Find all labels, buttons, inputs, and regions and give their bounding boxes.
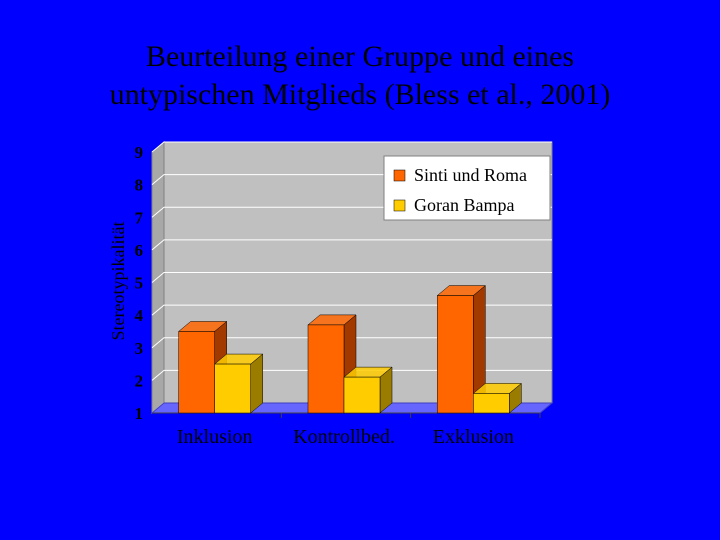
x-tick-label: Inklusion [177, 426, 253, 448]
gridline [151, 272, 552, 283]
y-tick-label: 1 [135, 404, 144, 423]
x-tick-label: Kontrollbed. [293, 426, 395, 448]
y-tick-label: 2 [135, 371, 144, 390]
gridline [151, 337, 552, 349]
y-tick-label: 9 [135, 143, 144, 162]
x-axis-ticks: Inklusion Kontrollbed. Exklusion [177, 413, 541, 448]
slide-title-line-2: untypischen Mitglieds (Bless et al., 200… [109, 78, 611, 111]
y-tick-label: 6 [135, 241, 144, 260]
legend-swatch [393, 169, 406, 182]
legend-label: Goran Bampa [414, 195, 514, 215]
gridline [151, 369, 552, 381]
bar [307, 324, 345, 414]
legend-swatch [393, 199, 406, 212]
y-axis-label: Stereotypikalität [108, 222, 128, 341]
bar [214, 363, 251, 414]
y-tick-label: 4 [135, 306, 144, 325]
slide-title-line-1: Beurteilung einer Gruppe und eines [145, 40, 575, 73]
bars [177, 285, 523, 414]
legend-label: Sinti und Roma [414, 165, 527, 185]
legend-box [383, 155, 551, 221]
gridline [151, 239, 552, 251]
bar-side [250, 353, 263, 414]
gridline [151, 304, 552, 316]
y-axis-ticks: 1 2 3 4 5 6 7 8 9 [135, 143, 144, 423]
x-tick-label: Exklusion [433, 426, 514, 448]
legend: Sinti und Roma Goran Bampa [383, 155, 551, 221]
y-tick-label: 3 [135, 339, 144, 358]
bar [437, 295, 474, 414]
bar [473, 393, 510, 414]
y-tick-label: 7 [135, 208, 144, 227]
bar [343, 376, 381, 414]
slide-title: Beurteilung einer Gruppe und eines untyp… [0, 38, 720, 114]
bar [178, 331, 215, 414]
gridline [151, 141, 552, 153]
y-tick-label: 8 [135, 176, 144, 195]
y-tick-label: 5 [135, 274, 144, 293]
